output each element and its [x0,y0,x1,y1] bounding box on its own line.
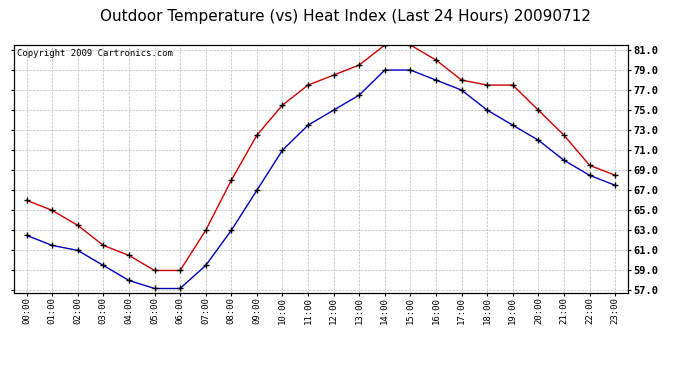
Text: Copyright 2009 Cartronics.com: Copyright 2009 Cartronics.com [17,49,172,58]
Text: Outdoor Temperature (vs) Heat Index (Last 24 Hours) 20090712: Outdoor Temperature (vs) Heat Index (Las… [99,9,591,24]
